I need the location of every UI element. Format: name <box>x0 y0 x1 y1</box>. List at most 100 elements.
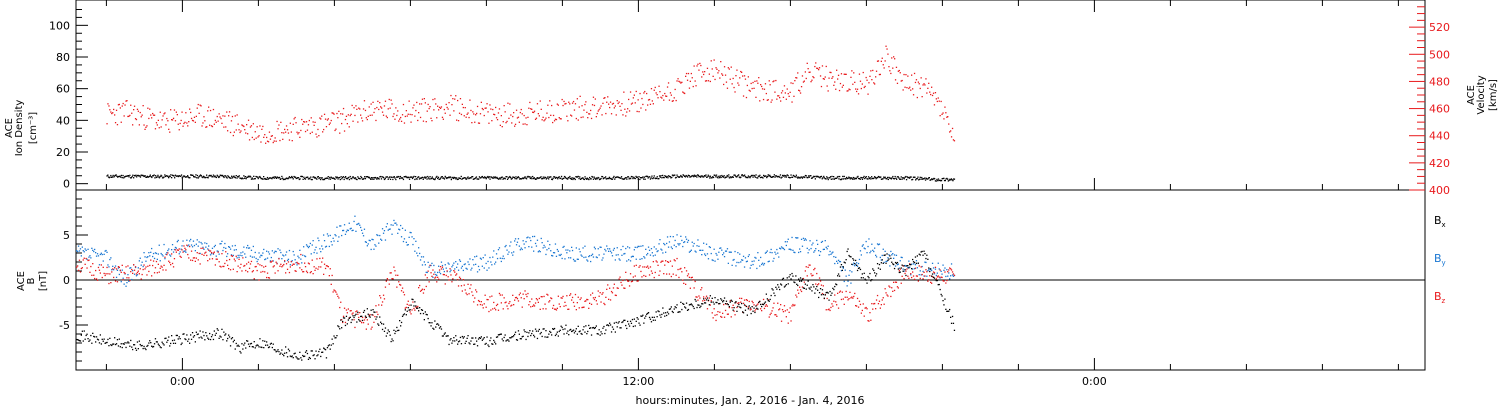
bz-series-point <box>359 312 361 314</box>
bx-series-point <box>836 284 838 286</box>
velocity-series-point <box>406 115 408 117</box>
density-series-point <box>332 177 335 179</box>
bx-series-point <box>518 333 520 335</box>
by-series-point <box>675 246 677 248</box>
velocity-series-point <box>267 141 270 143</box>
velocity-series-point <box>381 107 383 109</box>
bz-series-point <box>438 269 441 271</box>
density-series-point <box>398 176 400 178</box>
density-series-point <box>654 177 656 179</box>
bx-series-point <box>171 339 174 342</box>
density-series-point <box>296 177 298 179</box>
density-series-point <box>283 178 285 180</box>
velocity-series-point <box>190 117 193 120</box>
velocity-series-point <box>133 105 136 107</box>
bx-series-point <box>342 317 345 319</box>
velocity-series-point <box>171 119 174 121</box>
bx-series-point <box>226 340 228 342</box>
bz-series-point <box>441 266 444 268</box>
bz-series-point <box>884 288 886 290</box>
density-series-point <box>835 177 837 179</box>
bx-series-point <box>715 301 717 304</box>
velocity-series-point <box>626 111 628 113</box>
bz-series-point <box>282 265 284 267</box>
velocity-series-point <box>883 67 885 69</box>
bx-series-point <box>474 343 476 345</box>
bz-series-point <box>366 319 368 321</box>
bx-series-point <box>295 356 297 358</box>
velocity-series-point <box>752 81 754 84</box>
density-series-point <box>117 175 120 178</box>
bz-series-point <box>818 277 821 279</box>
top-right-tick-label: 460 <box>1429 103 1450 116</box>
velocity-series-point <box>148 117 150 120</box>
bx-series-point <box>163 344 165 346</box>
velocity-series-point <box>704 80 707 82</box>
velocity-series-point <box>601 114 603 116</box>
velocity-series-point <box>599 107 601 109</box>
velocity-series-point <box>857 93 860 95</box>
density-series-point <box>659 176 661 178</box>
by-series-point <box>759 265 761 267</box>
velocity-series-point <box>321 115 323 117</box>
density-series-point <box>933 177 935 180</box>
velocity-series-point <box>716 68 718 70</box>
by-series-point <box>704 254 707 257</box>
velocity-series-point <box>877 60 880 62</box>
density-series-point <box>722 176 725 178</box>
velocity-series-point <box>495 117 498 119</box>
density-series-point <box>819 177 821 179</box>
density-series-point <box>367 176 370 179</box>
bx-series-point <box>708 304 710 306</box>
by-series-point <box>277 248 279 250</box>
by-series-point <box>635 258 637 260</box>
velocity-series-point <box>239 131 241 134</box>
by-series-point <box>881 254 883 257</box>
bz-series-point <box>843 303 845 305</box>
bx-series-point <box>252 346 254 348</box>
bx-series-point <box>861 273 863 275</box>
by-series-point <box>699 249 701 251</box>
density-series-point <box>947 178 949 180</box>
density-series-point <box>496 176 498 179</box>
bx-series-point <box>522 335 524 337</box>
density-series-point <box>517 176 519 178</box>
bx-series-point <box>310 350 312 352</box>
density-series-point <box>580 178 582 180</box>
by-series-point <box>300 258 302 260</box>
velocity-series-point <box>946 116 948 118</box>
bx-series-point <box>685 307 687 309</box>
bz-series-point <box>408 304 410 306</box>
bz-series-point <box>941 276 943 279</box>
bx-series-point <box>115 343 118 345</box>
velocity-series-point <box>166 117 168 120</box>
density-series-point <box>487 177 490 179</box>
density-series-point <box>535 178 537 180</box>
velocity-series-point <box>167 120 169 122</box>
velocity-series-point <box>430 117 432 119</box>
velocity-series-point <box>843 73 845 75</box>
bx-series-point <box>915 262 918 264</box>
by-series-point <box>420 256 423 258</box>
by-series-point <box>846 285 848 287</box>
bz-series-point <box>676 257 678 260</box>
density-series-point <box>700 175 702 177</box>
bz-series-point <box>486 298 488 301</box>
bz-series-point <box>78 259 81 261</box>
by-series-point <box>807 252 809 254</box>
by-series-point <box>250 249 253 251</box>
bx-series-point <box>454 340 456 342</box>
bx-series-point <box>359 320 361 322</box>
by-series-point <box>470 269 472 271</box>
by-series-point <box>543 244 545 247</box>
bx-series-point <box>478 337 481 339</box>
by-series-point <box>508 251 510 253</box>
bx-series-point <box>336 335 338 337</box>
bx-series-point <box>535 330 538 332</box>
by-series-point <box>598 254 600 256</box>
by-series-point <box>209 250 211 252</box>
density-series-point <box>785 175 787 177</box>
bx-series-point <box>361 319 364 322</box>
by-series-point <box>937 262 939 264</box>
velocity-series-point <box>203 116 205 118</box>
